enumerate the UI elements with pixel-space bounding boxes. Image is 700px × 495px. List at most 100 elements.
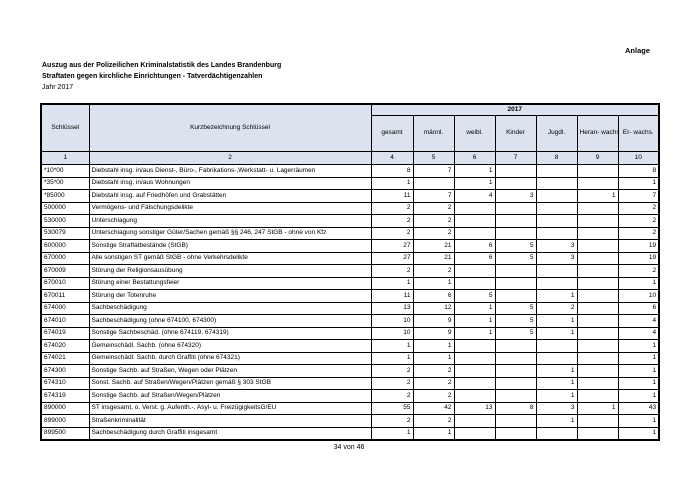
- row-key: 670011: [40, 289, 90, 303]
- col-header-heranwachs: Heran- wachs.: [576, 115, 619, 152]
- row-value: 1: [617, 364, 660, 378]
- row-value: 3: [494, 189, 537, 203]
- row-value: [535, 339, 578, 353]
- row-value: 55: [370, 401, 414, 415]
- row-key: 899500: [40, 426, 90, 441]
- row-value: [535, 426, 578, 441]
- row-value: 3: [535, 239, 578, 253]
- row-value: 2: [412, 201, 455, 215]
- row-value: 2: [370, 201, 414, 215]
- row-value: 1: [453, 301, 496, 315]
- table-row: 674300 Sonstige Sachb. auf Straßen, Wege…: [40, 364, 660, 378]
- row-value: 9: [412, 314, 455, 328]
- row-value: [576, 389, 619, 403]
- document-year: Jahr 2017: [42, 84, 74, 91]
- row-value: 2: [617, 201, 660, 215]
- row-value: 1: [535, 376, 578, 390]
- row-value: [576, 301, 619, 315]
- row-value: 2: [370, 264, 414, 278]
- row-value: 2: [370, 364, 414, 378]
- row-value: 1: [370, 276, 414, 290]
- row-value: 11: [370, 289, 414, 303]
- row-label: Diebstahl insg. auf Friedhöfen und Grabs…: [88, 189, 372, 203]
- row-value: [494, 176, 537, 190]
- row-key: 674310: [40, 376, 90, 390]
- row-value: [494, 289, 537, 303]
- row-value: 2: [370, 376, 414, 390]
- row-value: [576, 364, 619, 378]
- row-value: 13: [370, 301, 414, 315]
- page-number: 34 von 46: [333, 444, 365, 451]
- document-title: Auszug aus der Polizeilichen Kriminalsta…: [42, 62, 282, 69]
- col-index: 8: [535, 151, 578, 165]
- col-index: 7: [494, 151, 537, 165]
- col-header-erwachs: Er- wachs.: [617, 115, 660, 152]
- row-key: 674010: [40, 314, 90, 328]
- title-block: Auszug aus der Polizeilichen Kriminalsta…: [42, 60, 281, 93]
- row-value: [453, 264, 496, 278]
- row-value: 1: [453, 326, 496, 340]
- row-value: [576, 264, 619, 278]
- row-value: 5: [494, 239, 537, 253]
- row-value: 1: [453, 164, 496, 178]
- row-key: *85000: [40, 189, 90, 203]
- row-value: [535, 276, 578, 290]
- row-value: [453, 426, 496, 441]
- col-index: 9: [576, 151, 619, 165]
- row-value: 4: [453, 189, 496, 203]
- row-value: 21: [412, 251, 455, 265]
- row-key: 600000: [40, 239, 90, 253]
- row-label: Störung einer Bestattungsfeier: [88, 276, 372, 290]
- row-value: 42: [412, 401, 455, 415]
- row-key: 670010: [40, 276, 90, 290]
- row-value: [535, 164, 578, 178]
- table-row: 530079 Unterschlagung sonstiger Güter/Sa…: [40, 226, 660, 240]
- row-value: [535, 264, 578, 278]
- table-row: 500000 Vermögens- und Fälschungsdelikte …: [40, 201, 660, 215]
- row-value: [535, 201, 578, 215]
- row-value: [494, 339, 537, 353]
- row-value: 19: [617, 239, 660, 253]
- table-row: 674319 Sonstige Sachb. auf Straßen/Wegen…: [40, 389, 660, 403]
- row-value: [494, 389, 537, 403]
- row-key: 674021: [40, 351, 90, 365]
- row-value: 1: [617, 339, 660, 353]
- table-header: Schlüssel Kurzbezeichnung Schlüssel 2017…: [40, 103, 660, 165]
- row-value: 1: [576, 189, 619, 203]
- row-label: Unterschlagung: [88, 214, 372, 228]
- document-subtitle: Straftaten gegen kirchliche Einrichtunge…: [42, 73, 263, 80]
- row-value: 2: [412, 376, 455, 390]
- row-key: 890000: [40, 401, 90, 415]
- row-value: 7: [412, 189, 455, 203]
- col-index: 1: [40, 151, 90, 165]
- row-value: 19: [617, 251, 660, 265]
- row-value: [453, 201, 496, 215]
- row-value: [535, 189, 578, 203]
- row-value: [453, 276, 496, 290]
- row-value: 43: [617, 401, 660, 415]
- row-key: 674019: [40, 326, 90, 340]
- row-label: Vermögens- und Fälschungsdelikte: [88, 201, 372, 215]
- row-value: [453, 414, 496, 428]
- row-key: 674000: [40, 301, 90, 315]
- row-value: [576, 414, 619, 428]
- row-value: 1: [535, 389, 578, 403]
- row-value: [576, 426, 619, 441]
- row-value: 2: [535, 301, 578, 315]
- row-value: [494, 264, 537, 278]
- row-value: 2: [412, 364, 455, 378]
- row-value: 10: [617, 289, 660, 303]
- row-key: 500000: [40, 201, 90, 215]
- row-value: [576, 326, 619, 340]
- col-header-kinder: Kinder: [494, 115, 537, 152]
- row-label: Unterschlagung sonstiger Güter/Sachen ge…: [88, 226, 372, 240]
- row-key: 530079: [40, 226, 90, 240]
- col-index: 10: [617, 151, 660, 165]
- year-header: 2017: [370, 103, 660, 116]
- row-value: [453, 389, 496, 403]
- row-value: 2: [412, 389, 455, 403]
- row-value: 3: [535, 401, 578, 415]
- col-index: 5: [412, 151, 455, 165]
- row-value: [494, 164, 537, 178]
- table-row: *85000 Diebstahl insg. auf Friedhöfen un…: [40, 189, 660, 203]
